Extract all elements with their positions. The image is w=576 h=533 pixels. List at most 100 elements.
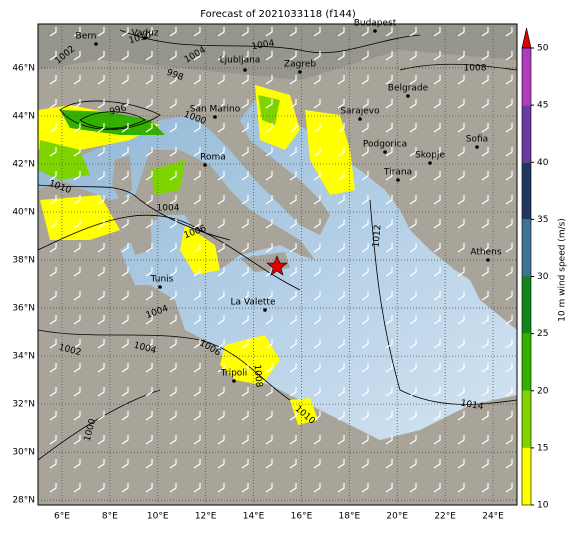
- wind-barb: [433, 339, 441, 349]
- wind-barb: [481, 51, 489, 61]
- wind-barb: [361, 147, 369, 157]
- wind-barb: [409, 291, 417, 301]
- wind-barb: [433, 483, 441, 493]
- isobar-label: 1008: [464, 64, 487, 74]
- wind-barb: [169, 363, 177, 373]
- wind-barb: [121, 75, 129, 85]
- wind-barb: [73, 267, 81, 277]
- wind-barb: [361, 123, 369, 133]
- wind-barb: [409, 387, 417, 397]
- wind-barb: [481, 459, 489, 469]
- wind-barb: [193, 363, 201, 373]
- wind-barb: [49, 51, 57, 61]
- wind-barb: [361, 195, 369, 205]
- wind-barb: [313, 219, 321, 229]
- wind-barb: [265, 123, 273, 133]
- wind-barb: [217, 363, 225, 373]
- wind-barb: [121, 27, 129, 37]
- wind-barb: [289, 219, 297, 229]
- colorbar-tick-label: 30: [537, 272, 549, 282]
- wind-barb: [433, 363, 441, 373]
- wind-barb: [505, 147, 513, 157]
- city-label: Tirana: [383, 168, 412, 178]
- wind-barb: [73, 339, 81, 349]
- wind-barb: [73, 171, 81, 181]
- wind-barb: [193, 51, 201, 61]
- title: Forecast of 2021033118 (f144): [200, 9, 356, 20]
- wind-barb: [337, 339, 345, 349]
- wind-barb: [217, 243, 225, 253]
- wind-barb: [385, 51, 393, 61]
- wind-barb: [97, 27, 105, 37]
- event-star: [266, 255, 288, 276]
- wind-barb: [145, 483, 153, 493]
- wind-barb: [121, 291, 129, 301]
- wind-barb: [457, 435, 465, 445]
- city-marker: [298, 70, 302, 74]
- wind-barb: [385, 123, 393, 133]
- wind-barb: [97, 267, 105, 277]
- city-marker: [94, 42, 98, 46]
- wind-barb: [97, 339, 105, 349]
- wind-barb: [481, 291, 489, 301]
- wind-barb: [265, 27, 273, 37]
- wind-barb: [73, 291, 81, 301]
- wind-barb: [409, 75, 417, 85]
- isobar-label: 1012: [372, 224, 384, 248]
- wind-barb: [145, 147, 153, 157]
- wind-barb: [457, 291, 465, 301]
- wind-barb: [433, 51, 441, 61]
- wind-barb: [265, 99, 273, 109]
- wind-barb: [433, 99, 441, 109]
- city-label: Tunis: [150, 275, 174, 285]
- wind-barb: [409, 171, 417, 181]
- wind-barb: [169, 171, 177, 181]
- y-tick-label: 30°N: [12, 448, 35, 458]
- wind-barb: [385, 27, 393, 37]
- wind-barb: [505, 27, 513, 37]
- wind-barb: [49, 27, 57, 37]
- wind-barb: [73, 27, 81, 37]
- isobar-label: 1008: [252, 364, 264, 388]
- wind-barb: [409, 99, 417, 109]
- wind-barb: [409, 123, 417, 133]
- wind-barb: [361, 339, 369, 349]
- wind-barb: [385, 363, 393, 373]
- wind-barb: [481, 75, 489, 85]
- wind-barb: [265, 459, 273, 469]
- wind-barb: [361, 435, 369, 445]
- wind-barb: [337, 99, 345, 109]
- wind-barb: [457, 411, 465, 421]
- city-marker: [428, 161, 432, 165]
- wind-barb: [169, 75, 177, 85]
- wind-barb: [97, 435, 105, 445]
- wind-barb: [289, 459, 297, 469]
- wind-barb: [121, 483, 129, 493]
- wind-barb: [241, 219, 249, 229]
- wind-barb: [49, 339, 57, 349]
- wind-barb: [505, 435, 513, 445]
- wind-barb: [313, 339, 321, 349]
- city-label: Belgrade: [388, 84, 429, 94]
- wind-barb: [481, 315, 489, 325]
- wind-barb: [385, 219, 393, 229]
- wind-barb: [73, 99, 81, 109]
- wind-barb: [265, 75, 273, 85]
- wind-barb: [505, 411, 513, 421]
- wind-barb: [265, 219, 273, 229]
- x-tick-label: 6°E: [54, 512, 70, 522]
- wind-barb: [49, 75, 57, 85]
- city-label: San Marino: [190, 105, 241, 115]
- wind-barb: [97, 99, 105, 109]
- colorbar-segment: [522, 333, 531, 391]
- wind-barb: [121, 123, 129, 133]
- wind-barb: [385, 195, 393, 205]
- wind-barb: [169, 99, 177, 109]
- wind-barb: [433, 195, 441, 205]
- wind-barb: [217, 171, 225, 181]
- colorbar-segment: [522, 447, 531, 505]
- colorbar-tick-label: 25: [537, 329, 548, 339]
- wind-barb: [193, 435, 201, 445]
- wind-barb: [361, 387, 369, 397]
- colorbar-segment: [522, 219, 531, 277]
